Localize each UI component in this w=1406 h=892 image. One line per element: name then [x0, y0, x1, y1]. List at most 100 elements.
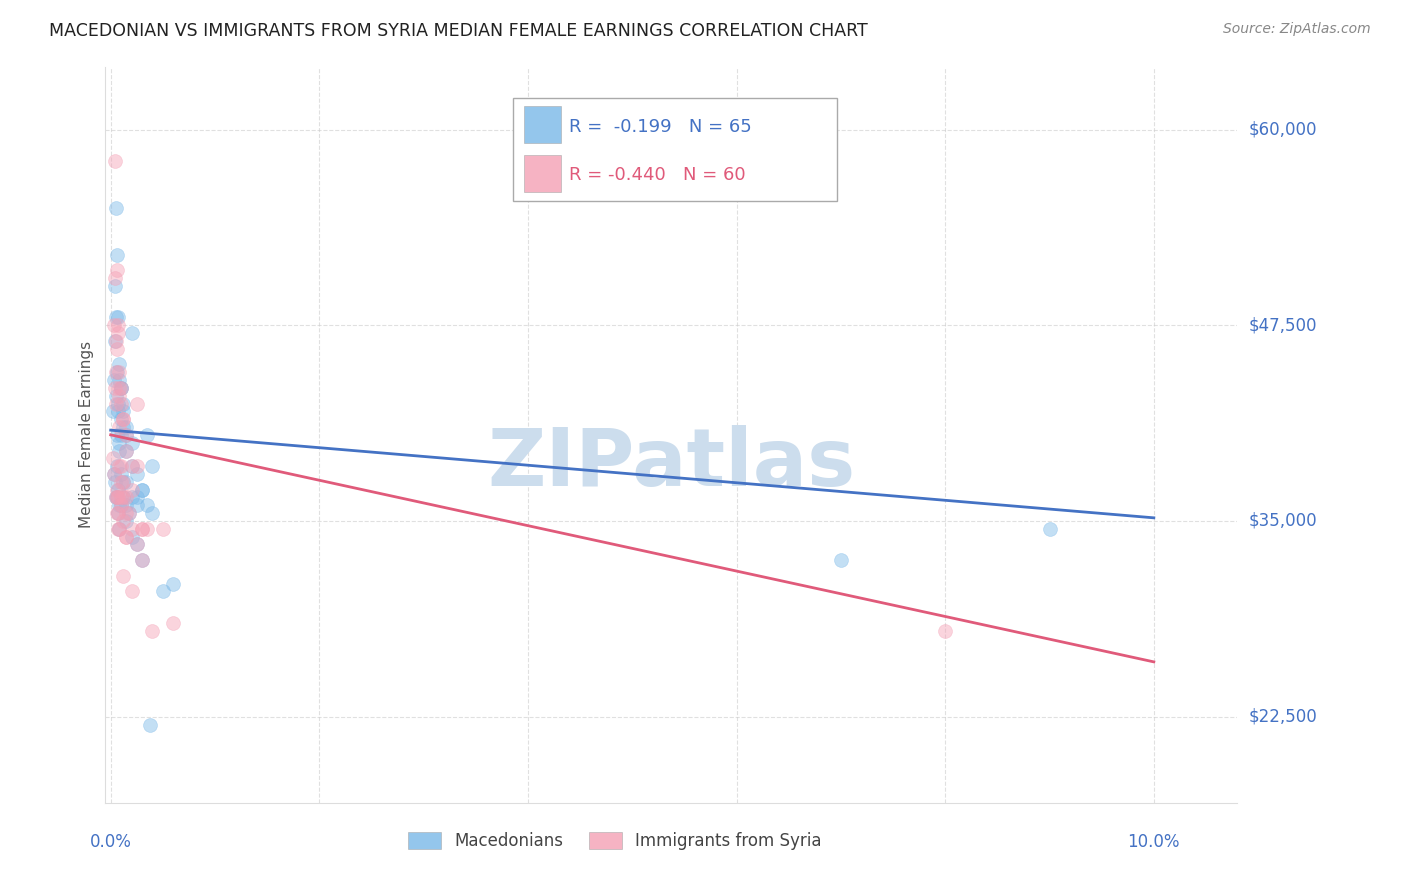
Text: Source: ZipAtlas.com: Source: ZipAtlas.com — [1223, 22, 1371, 37]
Point — [104, 491, 127, 505]
Point — [125, 498, 148, 512]
Point — [107, 404, 129, 418]
Y-axis label: Median Female Earnings: Median Female Earnings — [79, 342, 94, 528]
Point — [141, 459, 163, 474]
Point — [104, 334, 127, 348]
Point — [115, 427, 138, 442]
Point — [108, 498, 131, 512]
Point — [121, 459, 143, 474]
Legend: Macedonians, Immigrants from Syria: Macedonians, Immigrants from Syria — [401, 825, 828, 857]
Text: $47,500: $47,500 — [1249, 317, 1317, 334]
Point — [110, 412, 132, 426]
Point — [104, 475, 127, 489]
Point — [105, 342, 128, 356]
Point — [108, 420, 131, 434]
Point — [125, 491, 148, 505]
Point — [115, 475, 138, 489]
Point — [104, 365, 127, 379]
Point — [105, 263, 128, 277]
Point — [103, 467, 125, 481]
Point — [104, 271, 127, 285]
Point — [121, 491, 143, 505]
Point — [112, 491, 135, 505]
Point — [107, 506, 129, 520]
Point — [110, 467, 132, 481]
Point — [162, 615, 184, 630]
Point — [110, 381, 132, 395]
Point — [121, 530, 143, 544]
Point — [105, 248, 128, 262]
Point — [105, 491, 128, 505]
Point — [103, 467, 125, 481]
Point — [131, 483, 153, 497]
Point — [103, 318, 125, 333]
Point — [131, 522, 153, 536]
Point — [115, 530, 138, 544]
Point — [105, 506, 128, 520]
Point — [108, 435, 131, 450]
Text: $35,000: $35,000 — [1249, 512, 1317, 530]
Point — [108, 389, 131, 403]
Point — [115, 443, 138, 458]
Point — [105, 459, 128, 474]
Point — [131, 553, 153, 567]
Point — [118, 506, 141, 520]
Point — [104, 279, 127, 293]
Point — [108, 459, 131, 474]
Point — [105, 491, 128, 505]
Point — [112, 568, 135, 582]
Point — [110, 475, 132, 489]
Point — [121, 584, 143, 599]
Text: 0.0%: 0.0% — [90, 833, 132, 851]
Point — [110, 498, 132, 512]
Point — [115, 506, 138, 520]
Point — [141, 506, 163, 520]
Point — [121, 326, 143, 340]
Point — [136, 522, 159, 536]
Point — [108, 358, 131, 372]
Point — [112, 396, 135, 410]
Point — [121, 483, 143, 497]
Point — [125, 537, 148, 551]
Point — [110, 381, 132, 395]
Point — [112, 404, 135, 418]
Point — [104, 334, 127, 348]
Point — [125, 459, 148, 474]
Point — [125, 537, 148, 551]
Point — [101, 451, 124, 466]
Point — [115, 427, 138, 442]
Point — [830, 553, 852, 567]
Point — [112, 475, 135, 489]
Point — [112, 491, 135, 505]
Point — [107, 491, 129, 505]
Text: R = -0.440   N = 60: R = -0.440 N = 60 — [569, 166, 747, 184]
Point — [103, 373, 125, 387]
Point — [108, 365, 131, 379]
Point — [125, 467, 148, 481]
Point — [108, 381, 131, 395]
Point — [107, 396, 129, 410]
Point — [139, 717, 162, 731]
Point — [110, 381, 132, 395]
Point — [101, 404, 124, 418]
Point — [105, 427, 128, 442]
Point — [108, 522, 131, 536]
Point — [104, 153, 127, 168]
Point — [1038, 522, 1060, 536]
Point — [110, 491, 132, 505]
Point — [104, 491, 127, 505]
Point — [107, 318, 129, 333]
Point — [125, 396, 148, 410]
Point — [104, 310, 127, 325]
Point — [104, 201, 127, 215]
Point — [104, 389, 127, 403]
Point — [162, 576, 184, 591]
Point — [152, 522, 174, 536]
Point — [131, 522, 153, 536]
Point — [112, 514, 135, 528]
Text: $60,000: $60,000 — [1249, 120, 1317, 138]
Point — [105, 483, 128, 497]
Text: R =  -0.199   N = 65: R = -0.199 N = 65 — [569, 118, 752, 136]
Point — [152, 584, 174, 599]
Point — [108, 522, 131, 536]
